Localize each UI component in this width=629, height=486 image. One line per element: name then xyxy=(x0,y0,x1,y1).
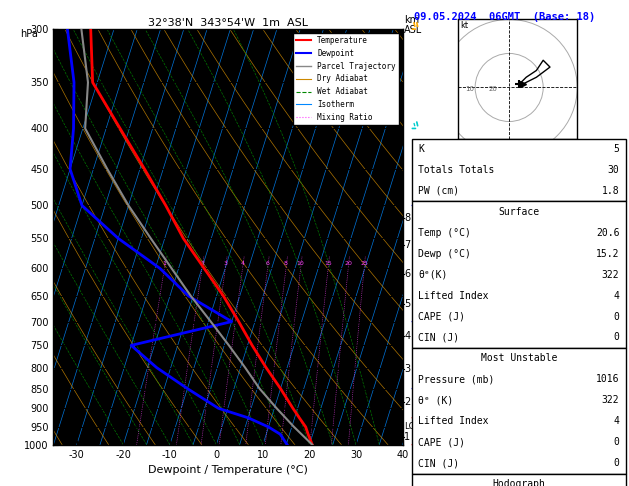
Text: Surface: Surface xyxy=(498,207,540,217)
Bar xyxy=(412,201,626,348)
Text: Lifted Index: Lifted Index xyxy=(418,416,489,426)
Text: 30: 30 xyxy=(608,165,620,175)
Text: 2: 2 xyxy=(404,397,411,407)
Text: 15: 15 xyxy=(324,261,332,266)
Text: ASL: ASL xyxy=(404,25,423,35)
Text: 20: 20 xyxy=(344,261,352,266)
Text: Pressure (mb): Pressure (mb) xyxy=(418,374,495,384)
Text: Hodograph: Hodograph xyxy=(493,479,545,486)
Text: 25: 25 xyxy=(360,261,368,266)
Text: 20: 20 xyxy=(489,86,498,92)
Legend: Temperature, Dewpoint, Parcel Trajectory, Dry Adiabat, Wet Adiabat, Isotherm, Mi: Temperature, Dewpoint, Parcel Trajectory… xyxy=(292,33,399,125)
Text: Totals Totals: Totals Totals xyxy=(418,165,495,175)
Text: 20.6: 20.6 xyxy=(596,228,620,238)
Text: 1: 1 xyxy=(162,261,166,266)
Bar xyxy=(412,348,626,473)
Text: CIN (J): CIN (J) xyxy=(418,458,460,468)
Text: 15.2: 15.2 xyxy=(596,249,620,259)
Text: 3: 3 xyxy=(223,261,227,266)
Text: 8: 8 xyxy=(284,261,288,266)
Text: 7: 7 xyxy=(404,240,411,250)
Text: hPa: hPa xyxy=(20,29,38,39)
Text: Lifted Index: Lifted Index xyxy=(418,291,489,300)
Text: 4: 4 xyxy=(613,416,620,426)
Text: 322: 322 xyxy=(602,270,620,279)
Text: 6: 6 xyxy=(265,261,269,266)
X-axis label: Dewpoint / Temperature (°C): Dewpoint / Temperature (°C) xyxy=(148,465,308,475)
Text: 10: 10 xyxy=(465,86,474,92)
Bar xyxy=(412,139,626,201)
Text: 322: 322 xyxy=(602,395,620,405)
Text: 4: 4 xyxy=(240,261,245,266)
Text: 10: 10 xyxy=(297,261,304,266)
Text: 5: 5 xyxy=(613,144,620,154)
Text: 2: 2 xyxy=(200,261,204,266)
Text: 8: 8 xyxy=(404,213,411,224)
Text: CAPE (J): CAPE (J) xyxy=(418,312,465,322)
Text: Temp (°C): Temp (°C) xyxy=(418,228,471,238)
Text: 1016: 1016 xyxy=(596,374,620,384)
Text: 1.8: 1.8 xyxy=(602,186,620,196)
Text: 3: 3 xyxy=(404,364,411,374)
Text: 0: 0 xyxy=(613,312,620,322)
Text: 0: 0 xyxy=(613,458,620,468)
Text: 5: 5 xyxy=(404,299,411,310)
Text: CIN (J): CIN (J) xyxy=(418,332,460,343)
Text: Dewp (°C): Dewp (°C) xyxy=(418,249,471,259)
Text: Most Unstable: Most Unstable xyxy=(481,353,557,364)
Text: θᵉ (K): θᵉ (K) xyxy=(418,395,454,405)
Text: 4: 4 xyxy=(404,330,411,341)
Text: 0: 0 xyxy=(613,332,620,343)
Text: 0: 0 xyxy=(613,437,620,447)
Text: Mixing Ratio (g/kg): Mixing Ratio (g/kg) xyxy=(422,191,432,283)
Text: kt: kt xyxy=(460,21,468,30)
Text: θᵉ(K): θᵉ(K) xyxy=(418,270,448,279)
Text: PW (cm): PW (cm) xyxy=(418,186,460,196)
Text: LCL: LCL xyxy=(404,422,420,432)
Text: CAPE (J): CAPE (J) xyxy=(418,437,465,447)
Text: 4: 4 xyxy=(613,291,620,300)
Text: 6: 6 xyxy=(404,269,411,279)
Text: km: km xyxy=(404,15,420,25)
Text: K: K xyxy=(418,144,425,154)
Bar xyxy=(412,473,626,486)
Text: 1: 1 xyxy=(404,432,411,442)
Title: 32°38'N  343°54'W  1m  ASL: 32°38'N 343°54'W 1m ASL xyxy=(148,18,308,28)
Text: 09.05.2024  06GMT  (Base: 18): 09.05.2024 06GMT (Base: 18) xyxy=(414,12,595,22)
